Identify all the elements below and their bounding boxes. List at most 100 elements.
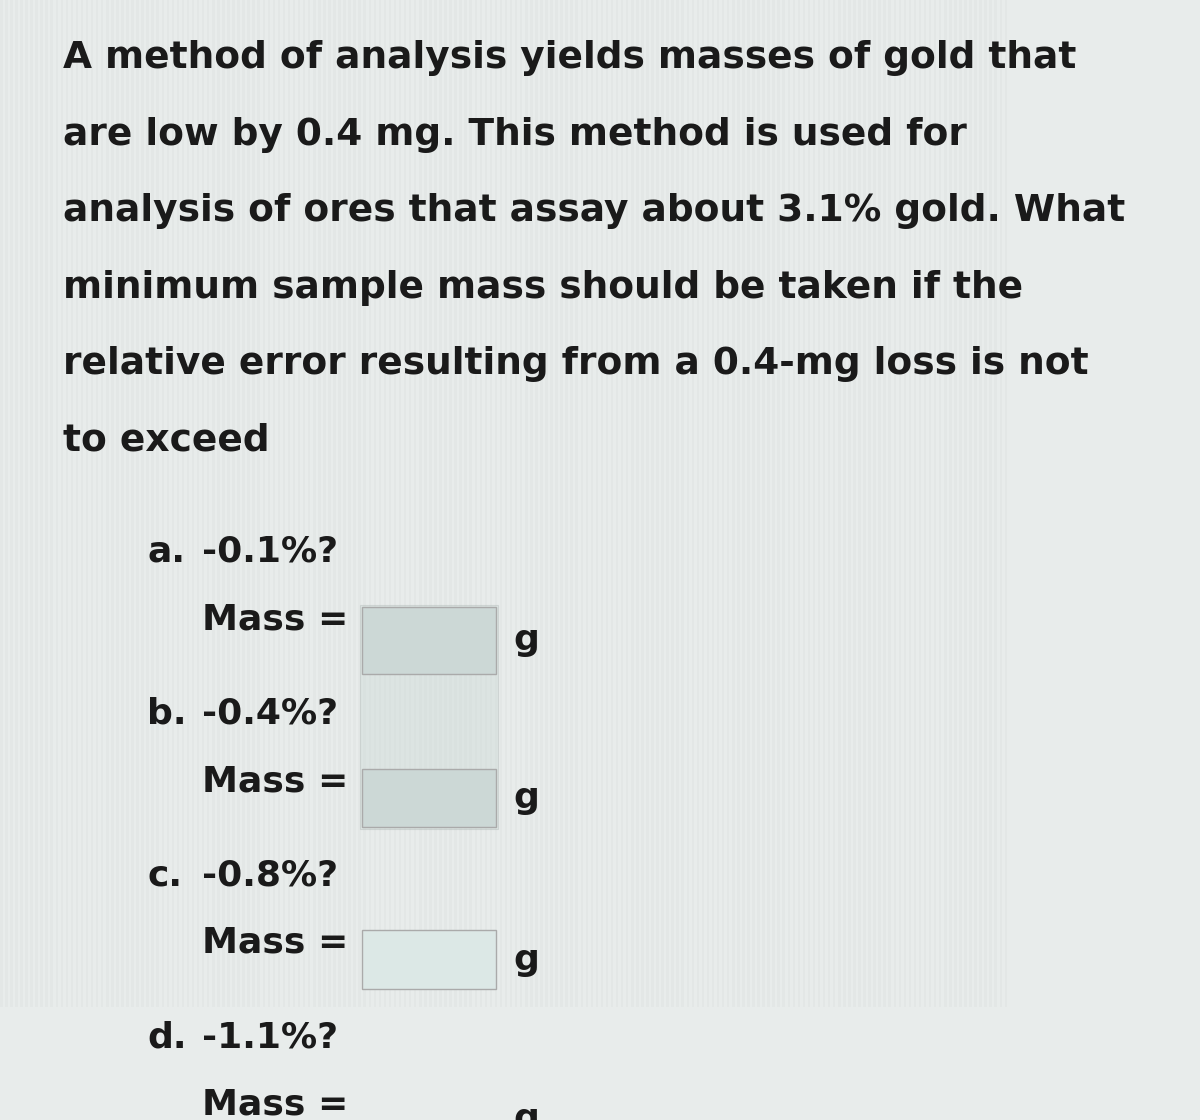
Bar bbox=[434, 0, 437, 1007]
Bar bbox=[206, 0, 210, 1007]
Bar bbox=[954, 0, 956, 1007]
Bar bbox=[121, 0, 124, 1007]
Bar bbox=[970, 0, 972, 1007]
Text: g: g bbox=[514, 1102, 539, 1120]
Bar bbox=[581, 0, 583, 1007]
Bar bbox=[787, 0, 790, 1007]
Bar bbox=[949, 0, 952, 1007]
Bar bbox=[25, 0, 28, 1007]
Bar bbox=[131, 0, 133, 1007]
Bar bbox=[778, 0, 780, 1007]
Bar bbox=[142, 0, 144, 1007]
Bar bbox=[10, 0, 13, 1007]
Text: A method of analysis yields masses of gold that: A method of analysis yields masses of go… bbox=[64, 40, 1076, 76]
Bar bbox=[30, 0, 32, 1007]
Bar bbox=[808, 0, 810, 1007]
Bar bbox=[626, 0, 629, 1007]
Text: analysis of ores that assay about 3.1% gold. What: analysis of ores that assay about 3.1% g… bbox=[64, 194, 1126, 230]
Bar bbox=[46, 0, 48, 1007]
Text: g: g bbox=[514, 624, 539, 657]
Bar bbox=[595, 0, 599, 1007]
Bar bbox=[672, 0, 674, 1007]
Bar bbox=[535, 0, 538, 1007]
Bar bbox=[414, 0, 416, 1007]
Bar bbox=[353, 0, 356, 1007]
Bar bbox=[727, 0, 730, 1007]
Bar bbox=[272, 0, 275, 1007]
Bar bbox=[373, 0, 376, 1007]
Bar bbox=[318, 0, 320, 1007]
Bar bbox=[929, 0, 931, 1007]
Bar bbox=[823, 0, 826, 1007]
Bar bbox=[964, 0, 967, 1007]
Bar bbox=[863, 0, 865, 1007]
Bar bbox=[908, 0, 911, 1007]
Bar bbox=[904, 0, 906, 1007]
Bar bbox=[762, 0, 764, 1007]
Bar bbox=[181, 0, 185, 1007]
Bar bbox=[631, 0, 634, 1007]
Bar bbox=[979, 0, 982, 1007]
Bar bbox=[480, 0, 482, 1007]
Text: -0.1%?: -0.1%? bbox=[202, 535, 338, 569]
Bar bbox=[652, 0, 654, 1007]
Bar bbox=[368, 0, 371, 1007]
Bar bbox=[682, 0, 684, 1007]
Bar bbox=[767, 0, 770, 1007]
Bar bbox=[844, 0, 846, 1007]
Bar bbox=[722, 0, 725, 1007]
Bar bbox=[361, 1092, 497, 1120]
Bar bbox=[197, 0, 199, 1007]
Bar bbox=[888, 0, 890, 1007]
Bar bbox=[737, 0, 739, 1007]
Bar bbox=[334, 0, 336, 1007]
Bar bbox=[361, 768, 497, 827]
Text: to exceed: to exceed bbox=[64, 422, 270, 458]
Bar bbox=[361, 607, 497, 674]
Bar bbox=[217, 0, 220, 1007]
Bar bbox=[308, 0, 311, 1007]
Text: Mass =: Mass = bbox=[202, 926, 348, 960]
Bar bbox=[869, 0, 871, 1007]
Bar bbox=[798, 0, 800, 1007]
Bar bbox=[691, 0, 694, 1007]
Bar bbox=[817, 0, 821, 1007]
Text: -0.8%?: -0.8%? bbox=[202, 858, 338, 893]
Bar bbox=[474, 0, 478, 1007]
Bar bbox=[545, 0, 547, 1007]
Bar bbox=[106, 0, 108, 1007]
Bar bbox=[439, 0, 442, 1007]
Bar bbox=[520, 0, 522, 1007]
Bar bbox=[646, 0, 649, 1007]
Bar bbox=[112, 0, 114, 1007]
Bar bbox=[20, 0, 23, 1007]
Bar bbox=[838, 0, 840, 1007]
Bar bbox=[455, 0, 457, 1007]
Bar bbox=[222, 0, 224, 1007]
Bar bbox=[192, 0, 194, 1007]
Bar bbox=[419, 0, 421, 1007]
Bar bbox=[50, 0, 53, 1007]
Bar bbox=[66, 0, 68, 1007]
Text: -0.4%?: -0.4%? bbox=[202, 697, 338, 730]
Bar bbox=[586, 0, 588, 1007]
Bar bbox=[499, 0, 503, 1007]
Bar bbox=[490, 0, 492, 1007]
Bar bbox=[172, 0, 174, 1007]
Bar bbox=[151, 0, 154, 1007]
Bar bbox=[990, 0, 992, 1007]
Bar bbox=[505, 0, 508, 1007]
Text: b.: b. bbox=[148, 697, 187, 730]
Text: d.: d. bbox=[148, 1020, 187, 1054]
Bar bbox=[556, 0, 558, 1007]
Bar bbox=[277, 0, 280, 1007]
Bar bbox=[60, 0, 64, 1007]
Text: are low by 0.4 mg. This method is used for: are low by 0.4 mg. This method is used f… bbox=[64, 116, 967, 152]
Bar bbox=[661, 0, 664, 1007]
Bar bbox=[712, 0, 714, 1007]
Bar bbox=[883, 0, 886, 1007]
Bar bbox=[934, 0, 936, 1007]
Bar bbox=[853, 0, 856, 1007]
Bar bbox=[35, 0, 38, 1007]
Text: g: g bbox=[514, 943, 539, 977]
